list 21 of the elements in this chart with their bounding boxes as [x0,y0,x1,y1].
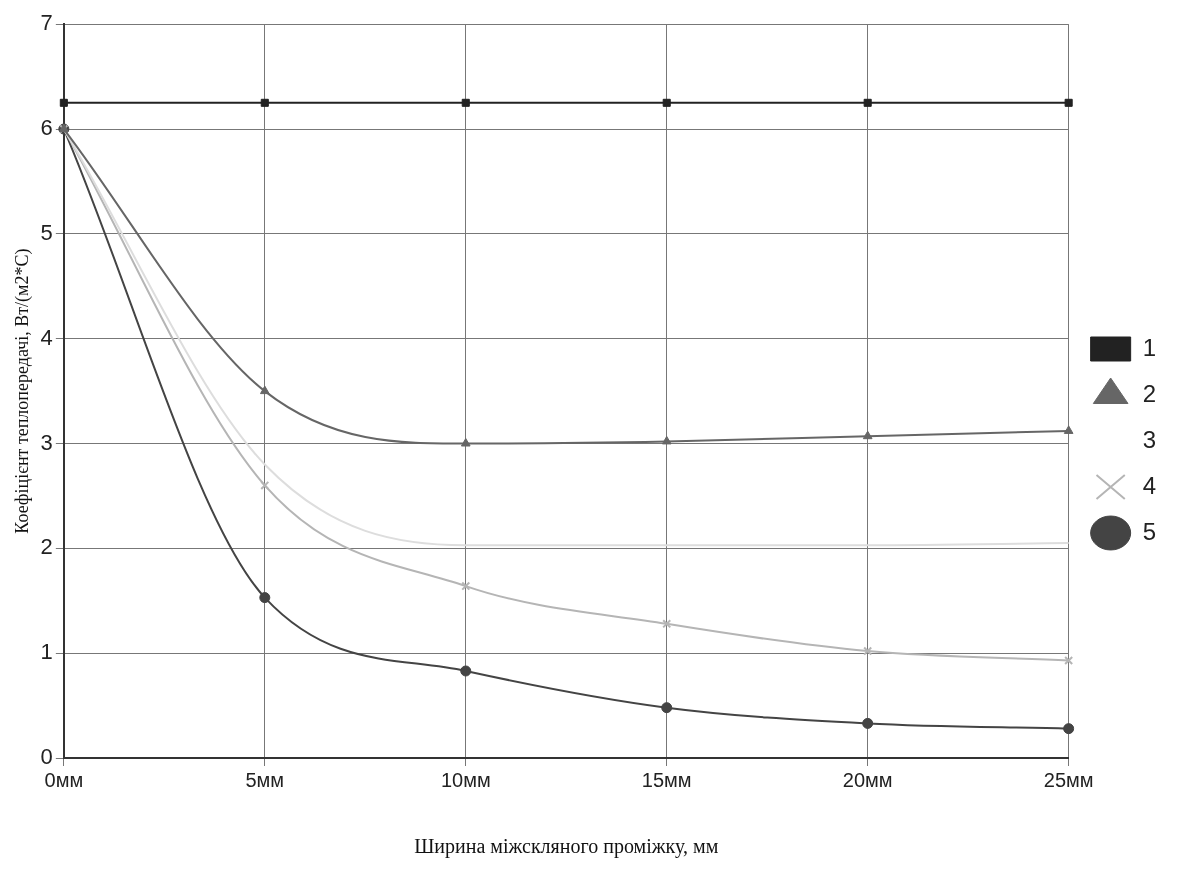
x-tick-label: 15мм [641,768,692,791]
y-tick-label: 4 [40,324,53,350]
y-tick-label: 2 [40,534,53,560]
y-tick-label: 1 [40,639,53,665]
y-tick-label: 5 [40,219,53,245]
x-tick-label: 10мм [440,768,491,791]
legend-label: 4 [1142,471,1157,499]
y-tick-label: 7 [40,10,53,36]
y-axis-title: Коефіцієнт теплопередачі, Вт/(м2*С) [11,248,33,534]
text: 3 [1142,425,1157,453]
y-tick-label: 0 [40,744,53,770]
legend-label: 2 [1142,379,1157,407]
x-tick-label: 0мм [44,768,84,791]
legend-label: 5 [1142,517,1157,545]
x-tick-label: 20мм [842,768,893,791]
x-axis-title: Ширина міжскляного проміжку, мм [414,835,719,859]
y-tick-label: 3 [40,429,53,455]
x-tick-label: 25мм [1043,768,1094,791]
legend-label: 1 [1142,333,1157,361]
y-tick-label: 6 [40,115,53,141]
x-tick-label: 5мм [245,768,285,791]
